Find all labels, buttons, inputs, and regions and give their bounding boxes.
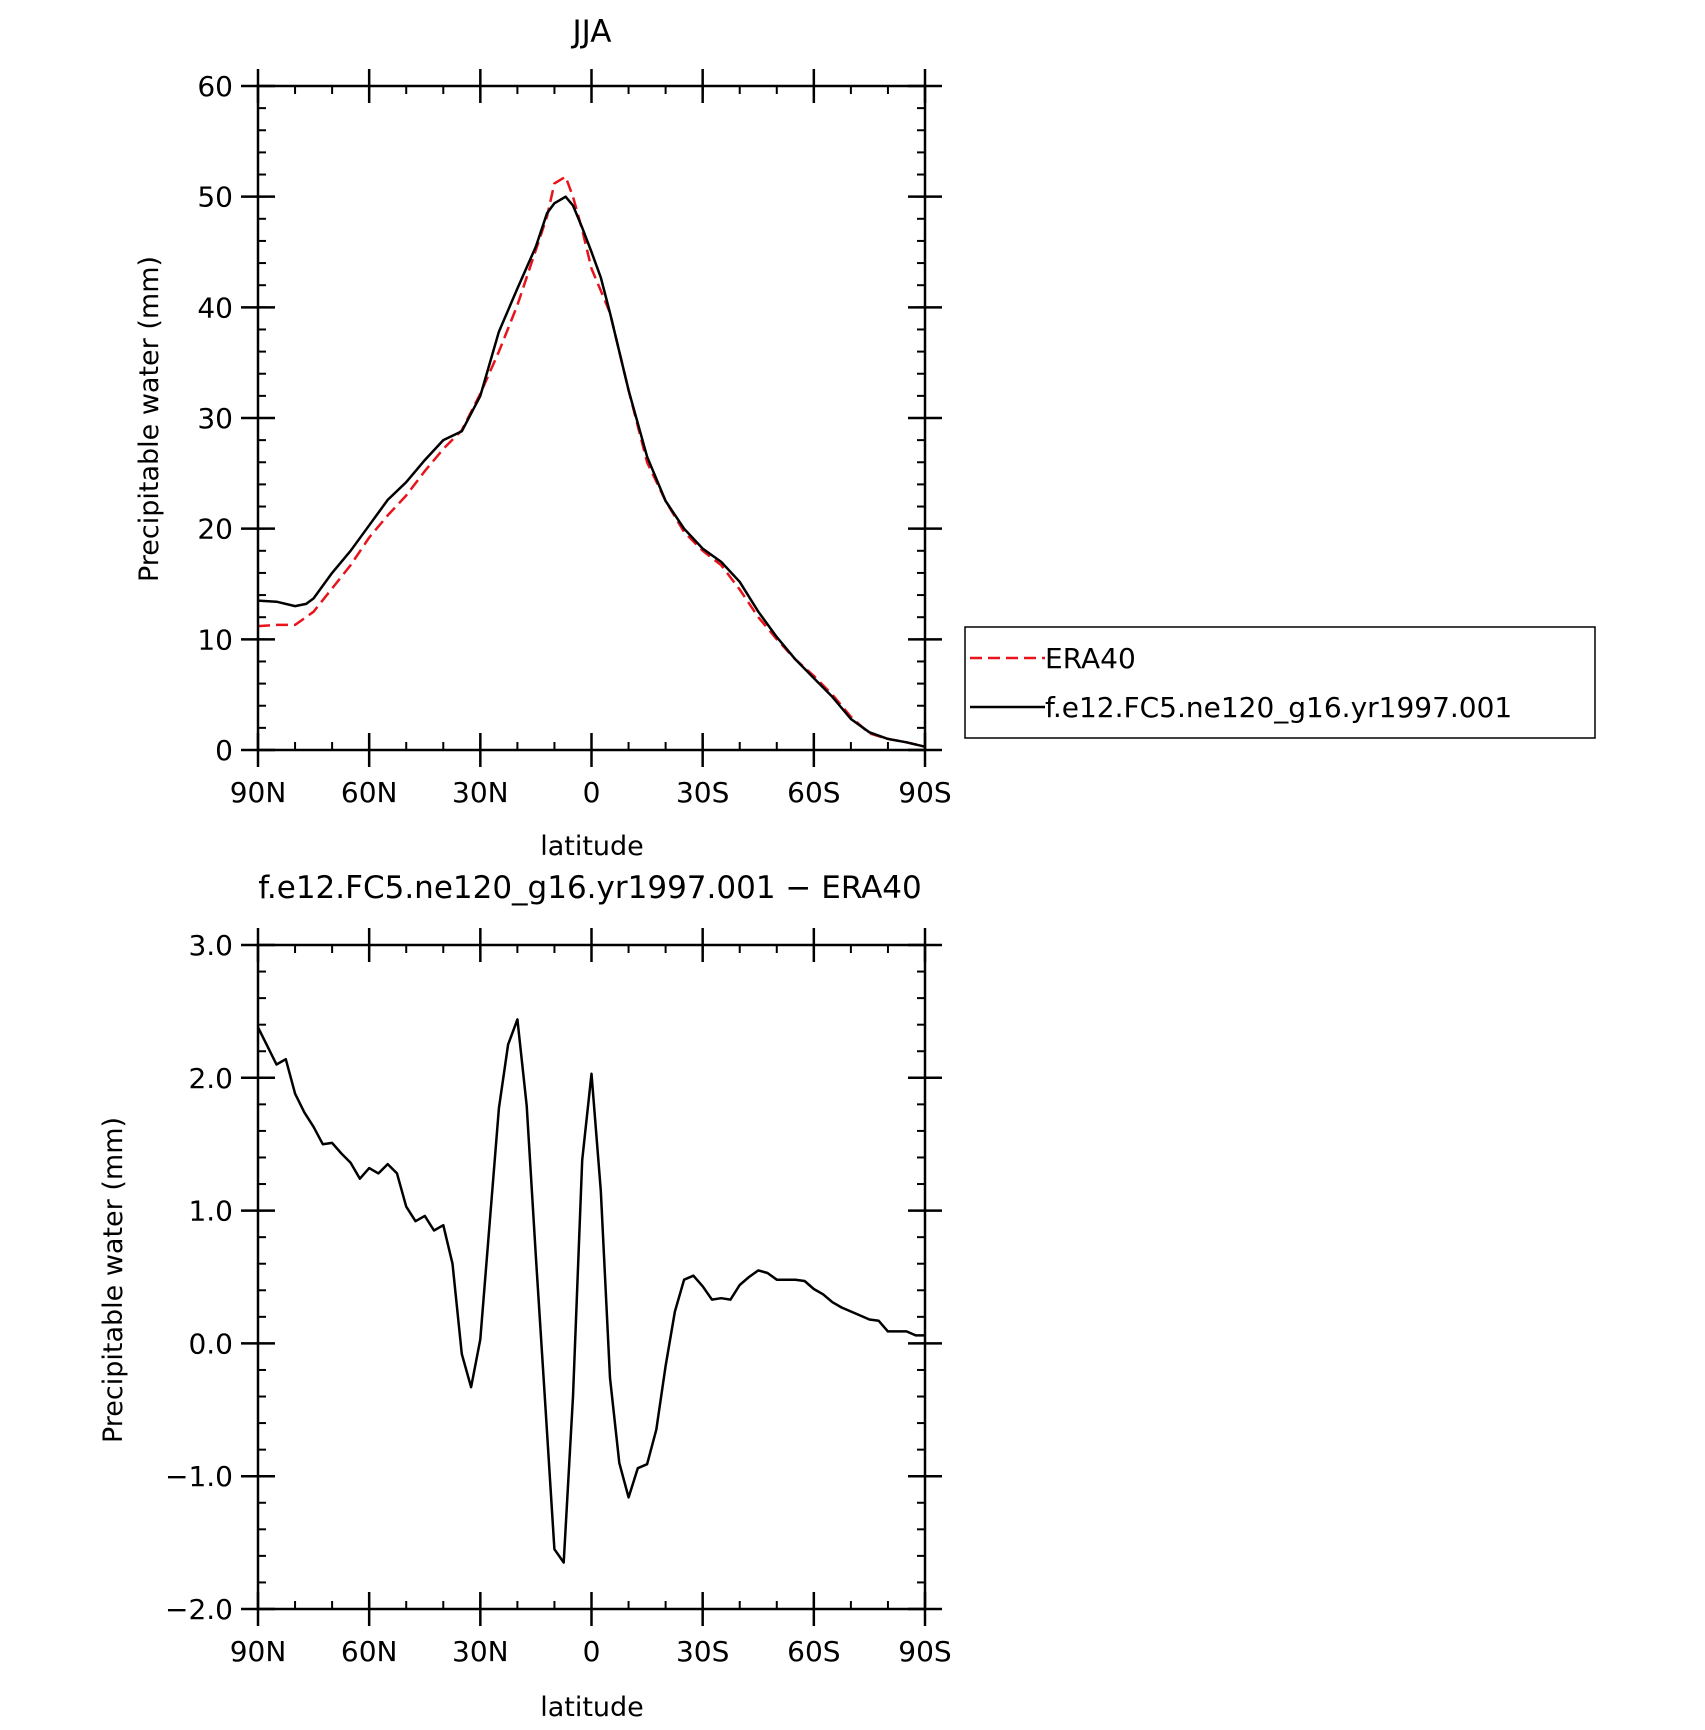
top-x-tick-label: 30N [452,776,509,809]
legend-label-era40: ERA40 [1045,642,1136,675]
top-x-axis-label: latitude [540,831,644,862]
top-chart-title: JJA [571,14,612,50]
bottom-x-tick-label: 60N [341,1635,398,1668]
top-y-tick-label: 40 [197,291,233,324]
bottom-x-tick-label: 0 [583,1635,601,1668]
top-x-tick-label: 90S [898,776,951,809]
top-x-tick-label: 60S [787,776,840,809]
bottom-y-tick-label: 1.0 [188,1195,233,1228]
bottom-y-tick-label: −2.0 [165,1593,233,1626]
bottom-panel: 90N 60N 30N 0 30S 60S 90S−2.0−1.00.01.02.03.0 … [98,870,952,1723]
top-x-tick-label: 60N [341,776,398,809]
bottom-y-tick-label: 0.0 [188,1327,233,1360]
top-plot-frame [256,84,927,752]
top-x-tick-label: 30S [676,776,729,809]
top-y-tick-label: 50 [197,181,233,214]
top-y-axis-label: Precipitable water (mm) [134,256,165,582]
bottom-y-axis-label: Precipitable water (mm) [98,1117,129,1443]
bottom-plot-frame [256,943,927,1611]
bottom-x-tick-label: 90N [230,1635,287,1668]
legend: ERA40 f.e12.FC5.ne120_g16.yr1997.001 [964,626,1596,739]
top-y-tick-label: 0 [215,734,233,767]
bottom-x-tick-label: 30S [676,1635,729,1668]
bottom-x-tick-label: 60S [787,1635,840,1668]
bottom-x-tick-label: 30N [452,1635,509,1668]
top-panel: 90N 60N 30N 0 30S 60S 90S 0 10 20 30 40 50 60 JJA lat… [134,14,952,862]
legend-box [964,626,1596,739]
top-series-lines [257,175,926,748]
bottom-axes-ticks: 90N 60N 30N 0 30S 60S 90S −2.0 −1.0 0.0 1.0 2.0 3.0 [165,928,952,1668]
bottom-y-tick-label: −1.0 [165,1460,233,1493]
top-x-tick-label: 90N [230,776,287,809]
legend-label-model: f.e12.FC5.ne120_g16.yr1997.001 [1045,691,1512,724]
top-y-tick-label: 30 [197,402,233,435]
top-y-tick-label: 60 [197,70,233,103]
top-x-tick-label: 0 [583,776,601,809]
bottom-x-axis-label: latitude [540,1692,644,1723]
bottom-x-tick-label: 90S [898,1635,951,1668]
bottom-y-tick-label: 2.0 [188,1062,233,1095]
bottom-series-lines [256,1018,925,1564]
bottom-chart-title: f.e12.FC5.ne120_g16.yr1997.001 − ERA40 [258,870,922,906]
top-series-line-f-e12-fc5-ne120-g16-yr1997-001 [257,195,926,748]
top-y-tick-label: 20 [197,513,233,546]
bottom-y-tick-label: 3.0 [188,929,233,962]
top-y-tick-label: 10 [197,623,233,656]
bottom-series-line-difference [256,1018,925,1564]
